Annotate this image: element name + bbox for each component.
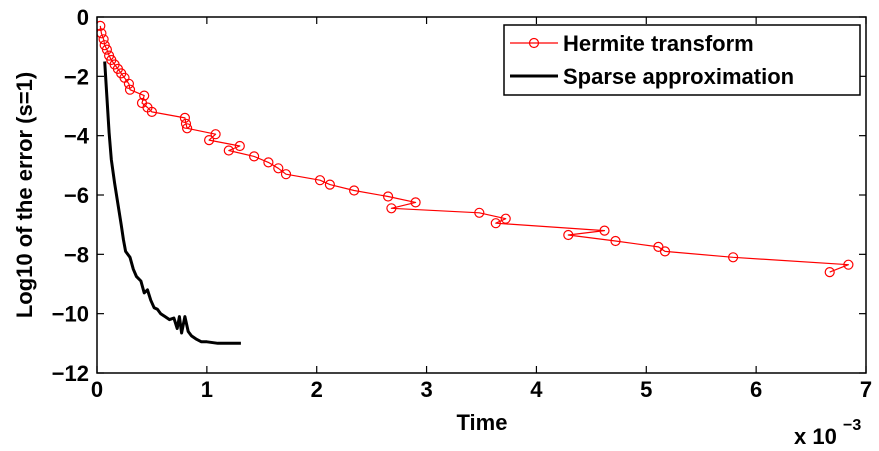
data-point-hermite xyxy=(349,185,360,196)
data-point-hermite xyxy=(410,197,421,208)
data-point-hermite xyxy=(474,207,485,218)
x-multiplier: x 10 −3 xyxy=(794,417,861,449)
y-tick-label: −4 xyxy=(64,124,90,149)
data-point-hermite xyxy=(599,225,610,236)
y-tick-label: 0 xyxy=(77,5,89,30)
data-point-hermite xyxy=(204,135,215,146)
data-point-hermite xyxy=(563,229,574,241)
legend-marker-hermite xyxy=(528,37,540,49)
x-tick-label: 0 xyxy=(91,377,103,402)
data-point-hermite xyxy=(610,235,621,247)
x-multiplier-exponent: −3 xyxy=(843,417,861,434)
data-point-hermite xyxy=(659,246,671,257)
legend-box xyxy=(503,24,861,96)
data-point-hermite xyxy=(263,157,274,168)
data-point-hermite xyxy=(314,175,326,186)
ticks-layer: 0 1 2 3 4 5 6 7 0 −2 −4 −6 −8 −10 −12 xyxy=(52,5,872,402)
y-tick-label: −12 xyxy=(52,361,89,386)
y-tick-label: −6 xyxy=(64,183,89,208)
data-point-hermite xyxy=(97,28,107,39)
legend-label-hermite: Hermite transform xyxy=(563,31,754,56)
data-point-hermite xyxy=(234,140,245,152)
data-point-hermite xyxy=(97,20,106,31)
x-tick-label: 6 xyxy=(750,377,762,402)
y-axis-label: Log10 of the error (s=1) xyxy=(12,72,37,318)
series-layer xyxy=(97,20,854,345)
x-tick-label: 3 xyxy=(420,377,432,402)
y-tick-label: −2 xyxy=(64,64,89,89)
data-point-hermite xyxy=(124,84,136,95)
legend: Hermite transform Sparse approximation xyxy=(503,24,861,96)
data-point-hermite xyxy=(123,78,134,89)
series-line-hermite xyxy=(99,25,850,273)
y-tick-label: −10 xyxy=(52,302,89,327)
x-tick-label: 7 xyxy=(860,377,872,402)
data-point-hermite xyxy=(490,218,501,229)
data-point-hermite xyxy=(180,118,192,129)
x-tick-label: 5 xyxy=(640,377,652,402)
x-multiplier-base: x 10 xyxy=(794,424,837,449)
x-axis-label: Time xyxy=(457,410,508,435)
legend-label-sparse: Sparse approximation xyxy=(563,64,794,89)
data-point-hermite xyxy=(324,179,335,190)
x-tick-label: 1 xyxy=(201,377,213,402)
data-point-hermite xyxy=(210,129,221,140)
data-point-hermite xyxy=(146,106,157,118)
data-point-hermite xyxy=(824,267,835,278)
data-point-hermite xyxy=(98,34,109,45)
data-point-hermite xyxy=(500,213,511,224)
series-line-sparse xyxy=(103,61,241,345)
data-point-hermite xyxy=(386,203,397,214)
data-point-hermite xyxy=(249,151,260,162)
data-point-hermite xyxy=(280,169,292,180)
x-tick-label: 2 xyxy=(311,377,323,402)
data-point-hermite xyxy=(223,145,234,156)
y-tick-label: −8 xyxy=(64,242,89,267)
data-point-hermite xyxy=(383,191,394,202)
data-point-hermite xyxy=(182,123,193,134)
data-point-hermite xyxy=(179,112,190,124)
data-point-hermite xyxy=(101,44,113,55)
data-point-hermite xyxy=(727,252,739,263)
data-point-hermite xyxy=(843,259,854,270)
data-point-hermite xyxy=(139,90,150,101)
x-tick-label: 4 xyxy=(530,377,543,402)
data-point-hermite xyxy=(273,163,284,174)
